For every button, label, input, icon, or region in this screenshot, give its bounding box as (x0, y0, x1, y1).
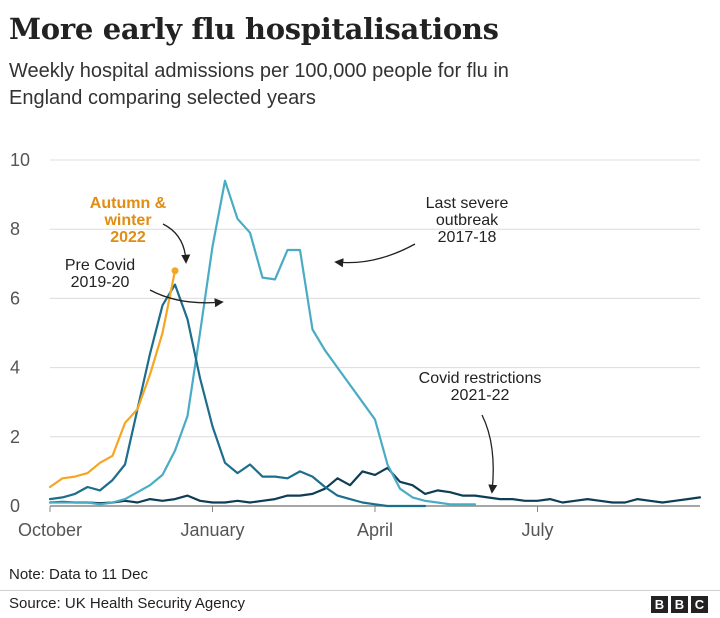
annotation-label: 2019-20 (71, 274, 130, 291)
chart-source: Source: UK Health Security Agency (9, 595, 245, 612)
line-chart: 0 2 4 6 8 10 October January April July Autumn &… (10, 150, 702, 540)
logo-letter: B (671, 596, 688, 613)
gridlines (50, 159, 700, 507)
annotation-arrow (481, 414, 498, 494)
logo-letter: C (691, 596, 708, 613)
series-line (48, 283, 427, 508)
y-tick-label: 10 (10, 150, 30, 170)
annotation-label: Autumn & (90, 195, 167, 212)
logo-letter: B (651, 596, 668, 613)
annotation-label: Last severe (426, 195, 509, 212)
series-line (48, 466, 702, 505)
annotation-label: winter (103, 212, 151, 229)
x-tick-label: April (357, 520, 393, 540)
annotation-arrow (162, 223, 191, 264)
series-line (48, 269, 177, 489)
y-tick-label: 2 (10, 427, 20, 447)
x-tick-label: January (180, 520, 244, 540)
y-tick-label: 4 (10, 358, 20, 378)
footer-divider (0, 590, 720, 591)
series-endpoint (171, 267, 179, 275)
annotation-label: 2017-18 (438, 229, 497, 246)
series-lines (48, 179, 702, 508)
x-tick-label: October (18, 520, 82, 540)
annotation-arrow (334, 243, 416, 268)
y-tick-label: 6 (10, 288, 20, 308)
bbc-logo: B B C (651, 596, 708, 613)
annotation-arrow (149, 289, 224, 308)
y-tick-label: 0 (10, 496, 20, 516)
y-tick-label: 8 (10, 219, 20, 239)
chart-subtitle: Weekly hospital admissions per 100,000 p… (9, 60, 509, 109)
annotation-label: 2022 (110, 229, 146, 246)
annotation-label: 2021-22 (451, 387, 510, 404)
annotation-label: outbreak (436, 212, 499, 229)
x-axis-ticks: October January April July (18, 506, 554, 540)
annotation-label: Covid restrictions (419, 370, 542, 387)
annotation-label: Pre Covid (65, 257, 135, 274)
chart-note: Note: Data to 11 Dec (9, 566, 148, 583)
y-axis-ticks: 0 2 4 6 8 10 (10, 150, 30, 516)
chart-title: More early flu hospitalisations (9, 12, 499, 46)
x-tick-label: July (521, 520, 553, 540)
series-line (48, 179, 477, 506)
